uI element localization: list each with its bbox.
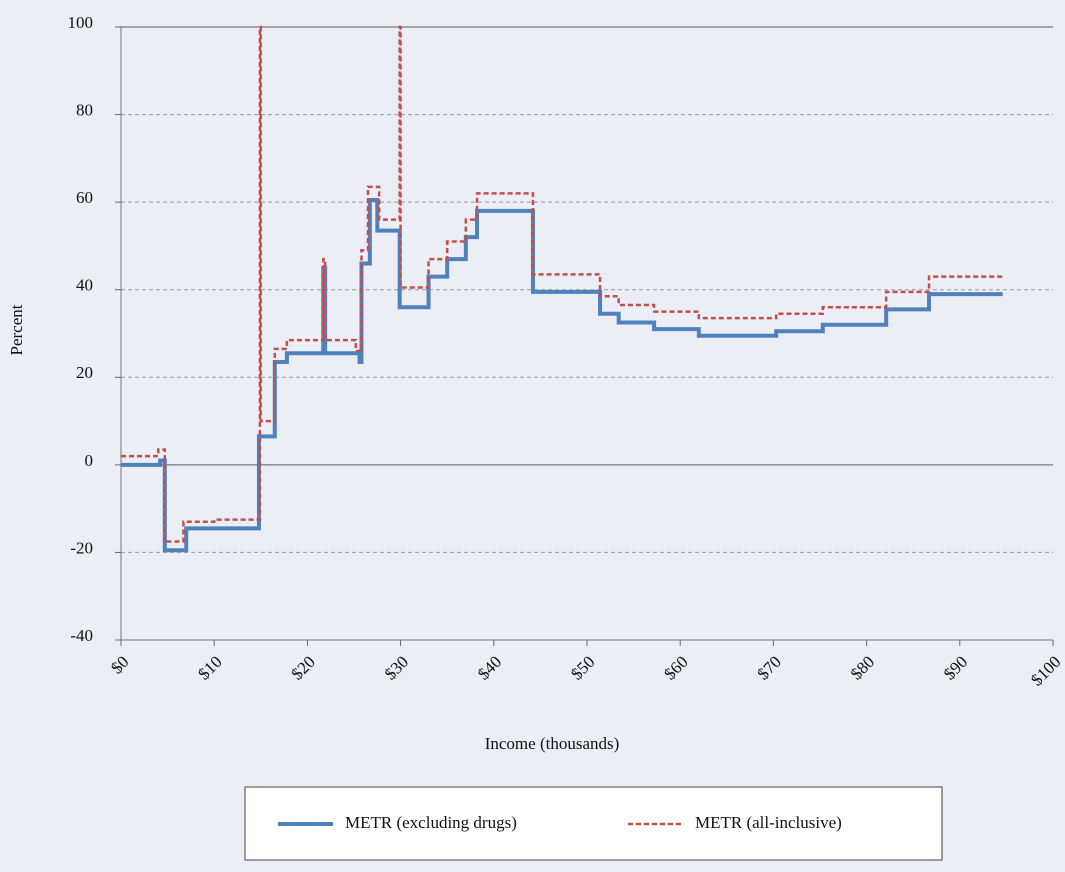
y-tick-label: 60 — [76, 188, 93, 207]
y-tick-label: -40 — [70, 626, 93, 645]
legend-label: METR (all-inclusive) — [695, 813, 842, 832]
legend-label: METR (excluding drugs) — [345, 813, 517, 832]
y-axis-title: Percent — [7, 304, 26, 355]
y-tick-label: 20 — [76, 363, 93, 382]
y-tick-label: -20 — [70, 538, 93, 557]
legend-box — [244, 786, 943, 861]
y-tick-label: 80 — [76, 100, 93, 119]
series-line — [121, 25, 1003, 543]
y-tick-label: 0 — [85, 451, 94, 470]
y-tick-label: 100 — [68, 13, 94, 32]
x-axis-title: Income (thousands) — [485, 734, 620, 753]
y-tick-label: 40 — [76, 276, 93, 295]
series-line — [121, 197, 1003, 553]
